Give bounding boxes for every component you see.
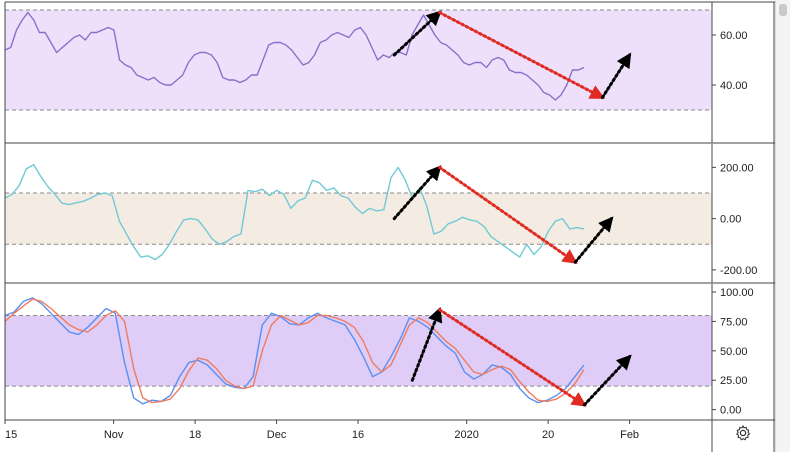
indicator-panel-3[interactable]: 100.00 75.00 50.00 25.00 0.00 <box>4 284 775 421</box>
black-trend-arrow[interactable] <box>410 306 443 382</box>
y-tick-label: -200.00 <box>720 265 757 277</box>
y-tick-label: 25.00 <box>720 375 748 387</box>
black-trend-arrow[interactable] <box>573 216 614 264</box>
red-trend-arrow[interactable] <box>437 308 587 407</box>
series-line-1 <box>4 11 585 101</box>
series-line-1 <box>4 297 585 405</box>
series-line-1 <box>4 164 585 261</box>
red-trend-arrow[interactable] <box>437 165 578 264</box>
y-tick-label: 60.00 <box>720 30 748 42</box>
black-trend-arrow[interactable] <box>392 165 442 221</box>
y-tick-label: 75.00 <box>720 316 748 328</box>
indicator-panel-2[interactable]: 200.00 0.00 -200.00 <box>4 144 775 284</box>
x-tick-label: 2020 <box>454 429 478 441</box>
y-tick-label: 50.00 <box>720 346 748 358</box>
settings-button[interactable] <box>730 420 756 446</box>
x-tick-label: Nov <box>104 429 124 441</box>
gear-icon <box>736 425 751 441</box>
band-fill <box>5 10 712 110</box>
x-axis: 15 Nov 18 Dec 16 2020 20 Feb <box>4 420 713 452</box>
band-fill <box>5 315 712 387</box>
y-tick-label: 100.00 <box>720 287 754 299</box>
x-tick-label: Feb <box>620 429 639 441</box>
indicator-panel-1[interactable]: 60.00 40.00 <box>4 2 775 144</box>
y-tick-label: 0.00 <box>720 405 741 417</box>
black-trend-arrow[interactable] <box>600 52 632 99</box>
black-trend-arrow[interactable] <box>392 10 442 57</box>
x-tick-label: 18 <box>189 429 201 441</box>
x-tick-label: 16 <box>352 429 364 441</box>
series-line-2 <box>4 298 585 404</box>
red-trend-arrow[interactable] <box>437 11 606 99</box>
vertical-scrollbar[interactable] <box>775 0 790 452</box>
x-tick-label: 15 <box>5 429 17 441</box>
band-fill <box>5 193 712 245</box>
scrollbar-thumb[interactable] <box>779 4 787 16</box>
black-trend-arrow[interactable] <box>582 354 632 407</box>
x-tick-label: 20 <box>542 429 554 441</box>
y-tick-label: 0.00 <box>720 214 741 226</box>
y-tick-label: 40.00 <box>720 80 748 92</box>
y-tick-label: 200.00 <box>720 162 754 174</box>
x-tick-label: Dec <box>267 429 287 441</box>
